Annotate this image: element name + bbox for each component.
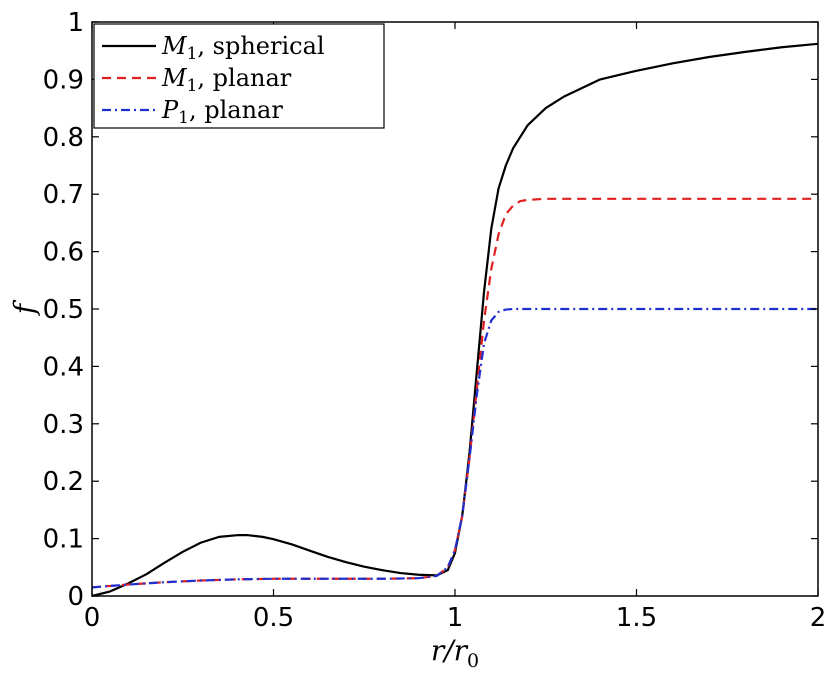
y-tick-label: 1	[67, 8, 84, 38]
x-axis-label-subscript: 0	[467, 650, 479, 672]
y-tick-label: 0.4	[43, 352, 84, 382]
legend-entry-3: P1, planar	[102, 96, 283, 128]
x-axis-ticks: 0 0.5 1 1.5 2	[84, 22, 827, 633]
y-tick-label: 0.6	[43, 238, 84, 268]
legend-label: M1, planar	[161, 64, 292, 96]
x-tick-label: 2	[810, 603, 827, 633]
x-tick-label: 1.5	[616, 603, 657, 633]
legend-label: P1, planar	[161, 96, 283, 128]
legend-label: M1, spherical	[161, 32, 325, 64]
x-axis-label-main: r/r	[431, 634, 469, 667]
y-tick-label: 0.3	[43, 410, 84, 440]
series-line-1	[91, 42, 819, 598]
y-tick-label: 0	[67, 582, 84, 612]
y-tick-label: 0.7	[43, 180, 84, 210]
x-tick-label: 1	[447, 603, 464, 633]
x-axis-label: r/r0	[431, 634, 479, 672]
legend-entry-1: M1, spherical	[102, 32, 325, 64]
series-line-3	[91, 307, 818, 589]
x-tick-label: 0.5	[253, 603, 294, 633]
y-tick-label: 0.8	[43, 123, 84, 153]
y-tick-label: 0.1	[43, 525, 84, 555]
y-tick-label: 0.2	[43, 467, 84, 497]
legend-entry-2: M1, planar	[102, 64, 292, 96]
y-tick-label: 0.5	[43, 295, 84, 325]
x-tick-label: 0	[84, 603, 101, 633]
y-tick-label: 0.9	[43, 65, 84, 95]
series-group	[91, 42, 819, 598]
y-axis-ticks: 0 0.1 0.2 0.3 0.4 0.5 0.6 0.7 0.8 0.9 1	[43, 8, 818, 612]
